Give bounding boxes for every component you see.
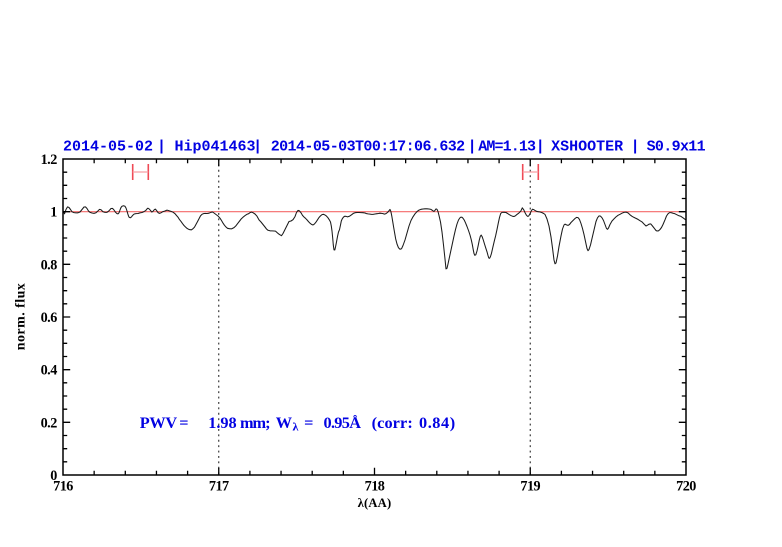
svg-text:1.98: 1.98 (208, 413, 237, 432)
svg-text:|: | (468, 138, 477, 155)
svg-text:W: W (276, 413, 293, 432)
svg-text:S0.9x11: S0.9x11 (647, 138, 706, 155)
svg-text:AM=1.13: AM=1.13 (478, 138, 536, 155)
svg-text:0: 0 (50, 468, 57, 484)
svg-text:|: | (253, 138, 262, 155)
svg-text:2014-05-02: 2014-05-02 (63, 138, 153, 155)
svg-text:0.84): 0.84) (419, 413, 456, 432)
svg-text:XSHOOTER: XSHOOTER (551, 138, 623, 155)
svg-text:0.95Å: 0.95Å (324, 413, 362, 432)
svg-text:mm;: mm; (240, 413, 270, 432)
svg-text:1: 1 (50, 205, 57, 221)
svg-text:719: 719 (520, 479, 540, 495)
svg-text:0.8: 0.8 (41, 257, 58, 273)
svg-text:0.6: 0.6 (41, 310, 58, 326)
svg-text:|: | (536, 138, 545, 155)
svg-text:λ(AA): λ(AA) (358, 496, 392, 510)
svg-text:720: 720 (676, 479, 696, 495)
svg-text:PWV: PWV (140, 413, 178, 432)
svg-text:718: 718 (365, 479, 385, 495)
svg-text:717: 717 (209, 479, 229, 495)
svg-text:|: | (631, 138, 640, 155)
svg-text:2014-05-03T00:17:06.632: 2014-05-03T00:17:06.632 (271, 138, 465, 155)
svg-text:norm. flux: norm. flux (14, 283, 29, 351)
svg-text:0.2: 0.2 (41, 415, 58, 431)
svg-text:=: = (179, 413, 188, 432)
svg-text:1.2: 1.2 (41, 152, 58, 168)
svg-text:(corr:: (corr: (372, 413, 413, 432)
svg-text:λ: λ (293, 420, 299, 434)
svg-text:0.4: 0.4 (41, 363, 58, 379)
svg-text:716: 716 (53, 479, 73, 495)
svg-text:=: = (304, 413, 313, 432)
svg-text:Hip041463: Hip041463 (175, 138, 256, 155)
svg-text:|: | (157, 138, 166, 155)
